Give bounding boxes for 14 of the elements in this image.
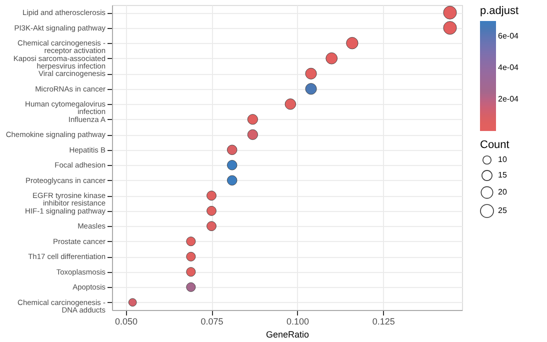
legend-title: Count — [480, 139, 510, 151]
x-tick-label: 0.075 — [200, 316, 224, 326]
x-tick-label: 0.050 — [114, 316, 138, 326]
color-bar-label: 4e-04 — [498, 63, 520, 72]
legend-label: 15 — [498, 170, 508, 180]
color-bar-label: 2e-04 — [498, 94, 520, 104]
color-bar-title: p.adjust — [480, 5, 519, 17]
x-tick-label: 0.100 — [286, 316, 310, 326]
legend-label: 20 — [498, 188, 508, 196]
x-axis-title: GeneRatio — [266, 330, 310, 340]
legend-label: 25 — [498, 206, 508, 215]
x-tick-label: 0.125 — [372, 316, 395, 326]
legend-label: 10 — [498, 155, 508, 164]
color-bar-label: 6e-04 — [498, 32, 520, 41]
